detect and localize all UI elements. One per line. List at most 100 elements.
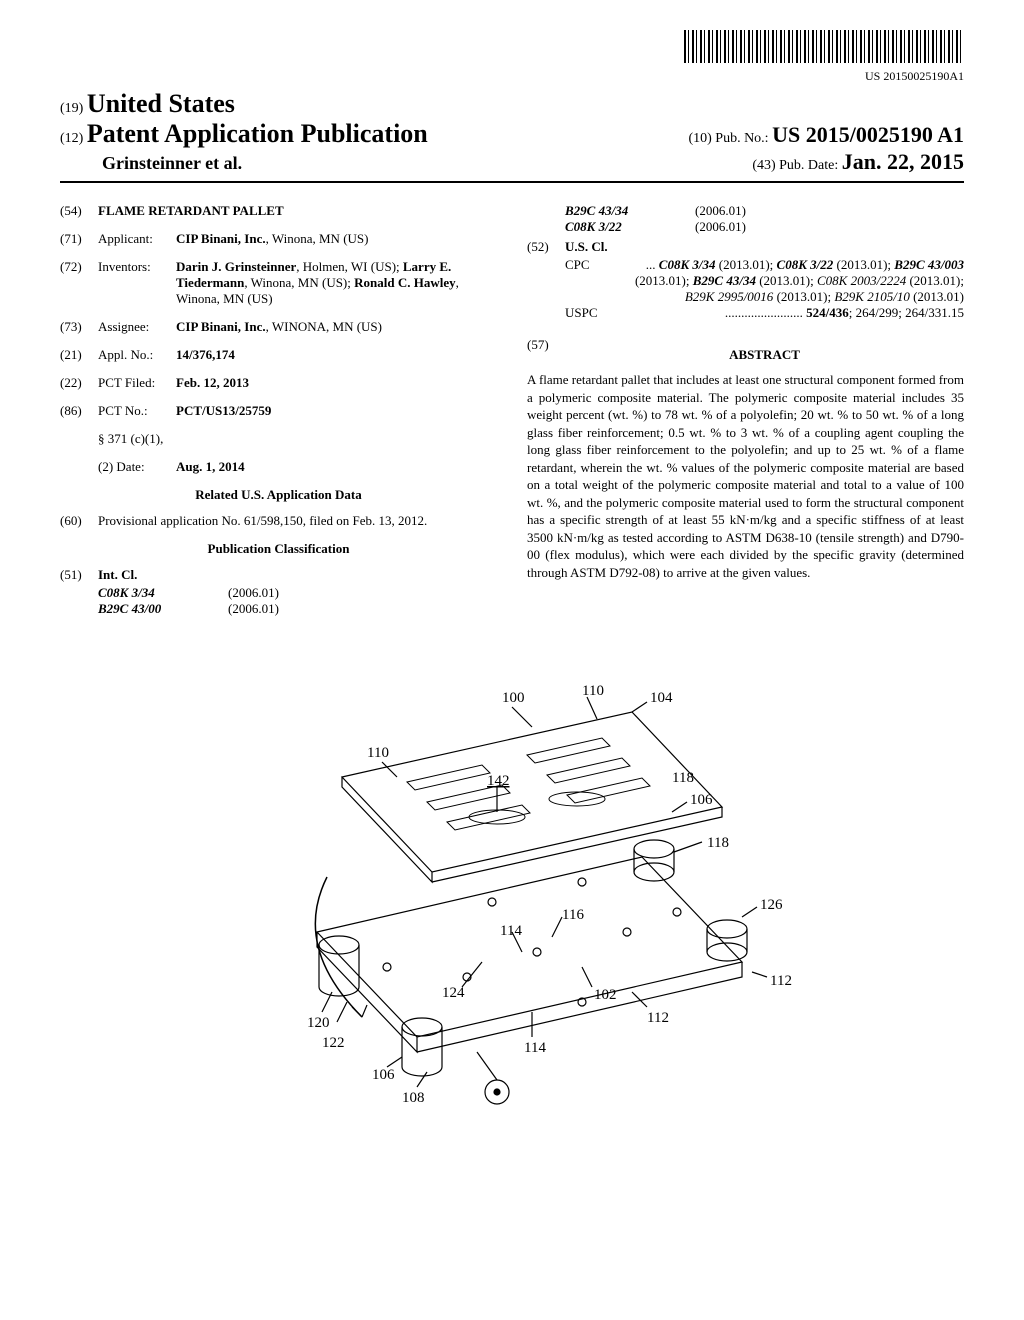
line2-num: (12) [60, 131, 83, 146]
applicant-label: Applicant: [98, 231, 176, 247]
fig-label: 124 [442, 985, 465, 1001]
abstract-hdr: ABSTRACT [565, 347, 964, 363]
s371-row: § 371 (c)(1), [60, 431, 497, 447]
fig-label: 118 [672, 770, 694, 786]
date-num: (43) [752, 158, 775, 173]
fig-label: 110 [582, 683, 604, 699]
patent-figure: 100 110 104 110 142 118 106 118 126 112 … [60, 657, 964, 1121]
right-column: B29C 43/34 (2006.01) C08K 3/22 (2006.01)… [527, 203, 964, 617]
title-num: (54) [60, 203, 98, 219]
pctfiled-num: (22) [60, 375, 98, 391]
fig-label: 106 [372, 1067, 395, 1083]
intcl-list-right: B29C 43/34 (2006.01) C08K 3/22 (2006.01) [565, 203, 964, 235]
fig-label: 118 [707, 835, 729, 851]
provisional-row: (60) Provisional application No. 61/598,… [60, 513, 497, 529]
s371-row2: (2) Date: Aug. 1, 2014 [60, 459, 497, 475]
barcode-text: US 20150025190A1 [60, 69, 964, 84]
inventors-value: Darin J. Grinsteinner, Holmen, WI (US); … [176, 259, 497, 307]
cpc-text: ... C08K 3/34 (2013.01); C08K 3/22 (2013… [615, 257, 964, 305]
fig-label: 112 [647, 1010, 669, 1026]
date-value: Jan. 22, 2015 [842, 149, 964, 174]
uscl-num: (52) [527, 239, 565, 255]
applno-label: Appl. No.: [98, 347, 176, 363]
cpc-label: CPC [565, 257, 615, 305]
s371-label: § 371 (c)(1), [98, 431, 163, 447]
fig-label: 116 [562, 907, 584, 923]
date-label: Pub. Date: [779, 158, 838, 173]
fig-label: 110 [367, 745, 389, 761]
inventor-hdr: Grinsteinner et al. [60, 153, 242, 174]
pubno-label: Pub. No.: [715, 131, 768, 146]
pub-no: (10) Pub. No.: US 2015/0025190 A1 [688, 122, 964, 148]
intcl-item: C08K 3/34 (2006.01) [98, 585, 497, 601]
applicant-num: (71) [60, 231, 98, 247]
inventors-row: (72) Inventors: Darin J. Grinsteinner, H… [60, 259, 497, 307]
line2-text: Patent Application Publication [87, 119, 428, 148]
pctfiled-value: Feb. 12, 2013 [176, 375, 497, 391]
intcl-item: C08K 3/22 (2006.01) [565, 219, 964, 235]
pctno-label: PCT No.: [98, 403, 176, 419]
applicant-value: CIP Binani, Inc., Winona, MN (US) [176, 231, 497, 247]
s371-value: Aug. 1, 2014 [176, 459, 497, 475]
inventors-label: Inventors: [98, 259, 176, 307]
uspc-text: ........................ 524/436; 264/29… [615, 305, 964, 321]
s371-label2: (2) Date: [98, 459, 176, 475]
assignee-row: (73) Assignee: CIP Binani, Inc., WINONA,… [60, 319, 497, 335]
related-hdr: Related U.S. Application Data [60, 487, 497, 503]
header: (19) United States (12) Patent Applicati… [60, 89, 964, 183]
fig-label: 108 [402, 1090, 425, 1106]
uspc-row: USPC ........................ 524/436; 2… [565, 305, 964, 321]
fig-label: 114 [500, 923, 522, 939]
header-row3: Grinsteinner et al. (43) Pub. Date: Jan.… [60, 149, 964, 183]
pub-date: (43) Pub. Date: Jan. 22, 2015 [752, 149, 964, 175]
pubno-num: (10) [688, 131, 711, 146]
intcl-row: (51) Int. Cl. [60, 567, 497, 583]
pctfiled-label: PCT Filed: [98, 375, 176, 391]
barcode [684, 30, 964, 63]
fig-label: 106 [690, 792, 713, 808]
applno-row: (21) Appl. No.: 14/376,174 [60, 347, 497, 363]
line1-text: United States [87, 89, 235, 118]
cpc-row: CPC ... C08K 3/34 (2013.01); C08K 3/22 (… [565, 257, 964, 305]
provisional-num: (60) [60, 513, 98, 529]
header-line1: (19) United States [60, 89, 964, 119]
barcode-section: US 20150025190A1 [60, 30, 964, 84]
applno-value: 14/376,174 [176, 347, 497, 363]
abstract-text: A flame retardant pallet that includes a… [527, 371, 964, 582]
title: FLAME RETARDANT PALLET [98, 203, 497, 219]
line1-num: (19) [60, 101, 83, 116]
intcl-item: B29C 43/00 (2006.01) [98, 601, 497, 617]
header-row2: (12) Patent Application Publication (10)… [60, 119, 964, 149]
title-row: (54) FLAME RETARDANT PALLET [60, 203, 497, 219]
fig-label: 100 [502, 690, 525, 706]
applno-num: (21) [60, 347, 98, 363]
pallet-drawing: 100 110 104 110 142 118 106 118 126 112 … [232, 657, 792, 1117]
fig-label: 102 [594, 987, 617, 1003]
content: (54) FLAME RETARDANT PALLET (71) Applica… [60, 203, 964, 617]
pctno-row: (86) PCT No.: PCT/US13/25759 [60, 403, 497, 419]
fig-label: 104 [650, 690, 673, 706]
pubno-value: US 2015/0025190 A1 [772, 122, 964, 147]
fig-label: 120 [307, 1015, 330, 1031]
intcl-list-left: C08K 3/34 (2006.01) B29C 43/00 (2006.01) [98, 585, 497, 617]
inventors-num: (72) [60, 259, 98, 307]
fig-label: 142 [487, 773, 510, 789]
provisional-text: Provisional application No. 61/598,150, … [98, 513, 497, 529]
fig-label: 126 [760, 897, 783, 913]
abstract-num: (57) [527, 337, 565, 371]
uscl-label: U.S. Cl. [565, 239, 608, 255]
fig-label: 112 [770, 973, 792, 989]
assignee-label: Assignee: [98, 319, 176, 335]
intcl-item: B29C 43/34 (2006.01) [565, 203, 964, 219]
pctno-value: PCT/US13/25759 [176, 403, 497, 419]
applicant-row: (71) Applicant: CIP Binani, Inc., Winona… [60, 231, 497, 247]
header-line2: (12) Patent Application Publication [60, 119, 428, 149]
fig-label: 122 [322, 1035, 345, 1051]
fig-label: 114 [524, 1040, 546, 1056]
assignee-num: (73) [60, 319, 98, 335]
assignee-value: CIP Binani, Inc., WINONA, MN (US) [176, 319, 497, 335]
pctno-num: (86) [60, 403, 98, 419]
left-column: (54) FLAME RETARDANT PALLET (71) Applica… [60, 203, 497, 617]
uscl-row: (52) U.S. Cl. [527, 239, 964, 255]
intcl-label: Int. Cl. [98, 567, 137, 583]
